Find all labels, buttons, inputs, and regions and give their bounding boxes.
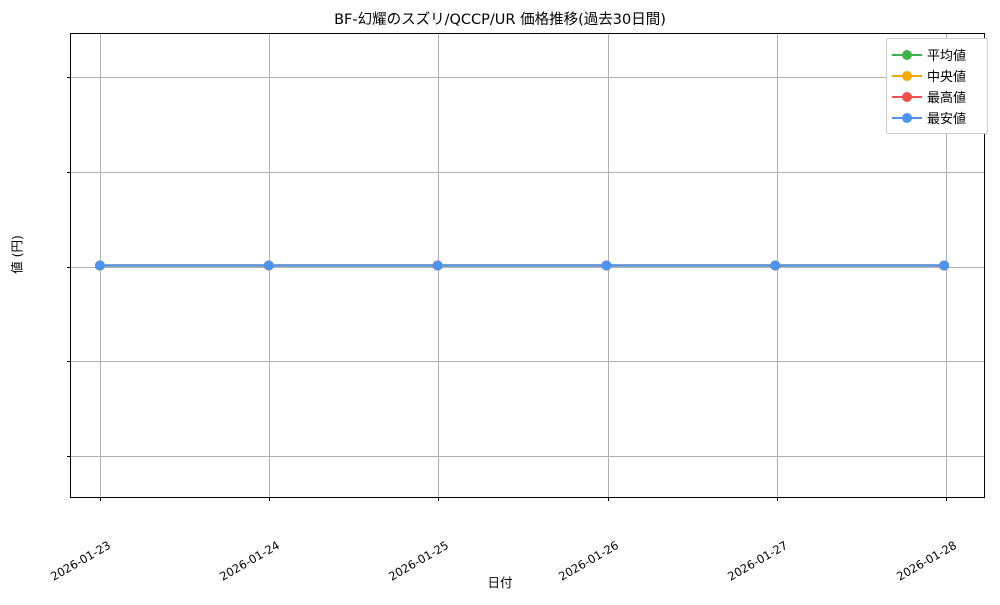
data-point — [601, 260, 612, 271]
data-point — [432, 260, 443, 271]
chart-title: BF-幻耀のスズリ/QCCP/UR 価格推移(過去30日間) — [334, 12, 666, 28]
legend-label: 最安値 — [927, 112, 967, 127]
y-tick-mark — [67, 266, 71, 268]
data-point — [770, 260, 781, 271]
x-tick-mark — [438, 497, 440, 501]
legend-label: 平均値 — [927, 49, 967, 64]
data-point — [263, 260, 274, 271]
legend-swatch-icon — [892, 90, 922, 104]
x-tick-mark — [776, 497, 778, 501]
x-tick-mark — [269, 497, 271, 501]
gridline-y-84 — [71, 361, 984, 363]
x-tick-mark — [100, 497, 101, 501]
series-layer — [94, 260, 950, 271]
legend-item-最安値[interactable]: 最安値 — [892, 107, 981, 128]
y-tick-mark — [67, 76, 71, 78]
legend-item-中央値[interactable]: 中央値 — [892, 65, 981, 86]
data-point — [939, 260, 950, 271]
x-axis-label: 日付 — [487, 575, 513, 590]
x-tick-mark — [946, 497, 947, 501]
legend-swatch-icon — [892, 111, 922, 125]
legend-label: 最高値 — [927, 91, 967, 106]
series-最安値 — [94, 260, 950, 271]
x-tick-mark — [607, 497, 609, 501]
chart-legend: 平均値中央値最高値最安値 — [886, 38, 988, 134]
gridline-y-82 — [71, 456, 984, 458]
y-tick-mark — [67, 456, 71, 458]
gridline-y-86 — [71, 266, 984, 268]
legend-swatch-icon — [892, 48, 922, 62]
y-tick-mark — [67, 171, 71, 173]
gridline-y-88 — [71, 171, 984, 173]
y-axis-label: 値 (円) — [9, 235, 25, 274]
gridline-y-90 — [71, 76, 984, 78]
legend-label: 中央値 — [927, 70, 967, 85]
legend-item-平均値[interactable]: 平均値 — [892, 44, 981, 65]
y-tick-mark — [67, 361, 71, 363]
data-point — [94, 260, 105, 271]
legend-item-最高値[interactable]: 最高値 — [892, 86, 981, 107]
legend-swatch-icon — [892, 69, 922, 83]
plot-area: 8284868890 2026-01-232026-01-242026-01-2… — [48, 33, 985, 584]
